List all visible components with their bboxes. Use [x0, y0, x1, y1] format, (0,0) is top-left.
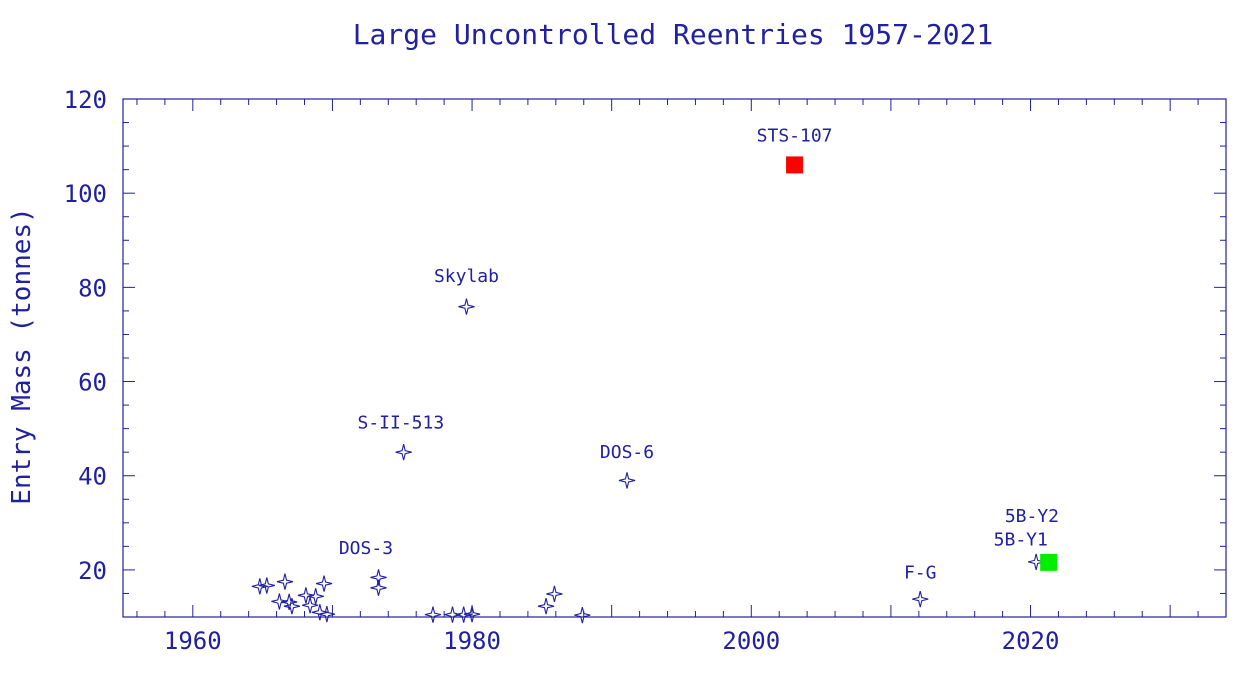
data-point-star	[315, 575, 333, 592]
y-tick-label: 120	[64, 86, 107, 114]
data-point-star	[618, 472, 636, 489]
annotations-layer: STS-107 Skylab S-II-513 DOS-6 DOS-3 5B-Y25B-Y…	[339, 125, 1059, 583]
data-point-star	[395, 444, 412, 461]
data-point-star	[1027, 553, 1045, 571]
data-point-star	[458, 298, 475, 315]
point-annotation: STS-107	[757, 125, 833, 146]
point-annotation: Skylab	[434, 266, 499, 287]
data-point-star	[276, 573, 294, 590]
ticks-layer	[123, 98, 1227, 618]
data-point-star	[424, 606, 442, 623]
point-annotation: DOS-3	[339, 538, 393, 559]
data-point-star	[370, 569, 387, 586]
x-tick-label: 1980	[443, 627, 501, 655]
data-point-star	[574, 606, 591, 624]
y-tick-label: 20	[78, 557, 107, 585]
data-point-star	[370, 579, 387, 596]
data-point-star	[537, 598, 555, 615]
data-point-square	[1040, 553, 1058, 571]
data-point-star	[301, 597, 319, 614]
y-tick-label: 40	[78, 463, 107, 491]
data-point-star	[546, 585, 563, 603]
y-tick-label: 80	[78, 274, 107, 302]
y-tick-label: 100	[64, 180, 107, 208]
data-point-star	[463, 606, 481, 623]
point-annotation: F-G	[904, 562, 937, 583]
data-point-star	[307, 588, 324, 605]
data-point-star	[318, 606, 335, 623]
data-point-star	[455, 606, 472, 623]
chart-title: Large Uncontrolled Reentries 1957-2021	[353, 18, 994, 51]
x-tick-label: 1960	[164, 627, 222, 655]
data-point-star	[444, 606, 461, 623]
markers-layer	[251, 156, 1058, 624]
point-annotation: DOS-6	[600, 442, 654, 463]
point-annotation: S-II-513	[357, 413, 444, 434]
data-point-star	[297, 587, 315, 604]
x-tick-label: 2020	[1002, 627, 1060, 655]
data-point-star	[912, 590, 929, 608]
plot-frame	[122, 98, 1227, 618]
y-axis-label: Entry Mass (tonnes)	[7, 207, 37, 504]
data-point-star	[311, 604, 328, 621]
data-point-star	[258, 577, 275, 594]
y-tick-label: 60	[78, 369, 107, 397]
x-tick-label: 2000	[722, 627, 780, 655]
data-point-star	[271, 593, 288, 610]
data-point-square	[786, 156, 804, 174]
data-point-star	[283, 598, 301, 615]
point-annotation: 5B-Y2	[1005, 506, 1059, 527]
data-point-star	[251, 578, 268, 595]
point-annotation: 5B-Y1	[994, 529, 1048, 550]
